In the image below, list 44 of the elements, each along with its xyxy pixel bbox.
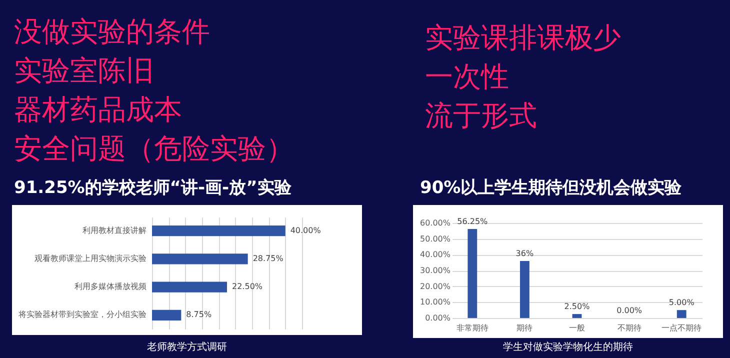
data-label: 56.25% [457,216,488,226]
text: 器材药品成本 [14,92,183,128]
bar [520,261,530,318]
text: 一次性 [425,59,510,95]
chart-title: 90%以上学生期待但没机会做实验 [420,177,682,199]
y-tick-label: 20.00% [420,282,451,291]
x-tick-label: 非常期待 [456,324,488,332]
text: 实验室陈旧 [14,53,155,89]
data-label: 36% [516,249,534,258]
y-tick-label: 将实验器材带到实验室，分小组实验 [18,310,146,320]
text: 流于形式 [425,98,538,134]
bar [468,228,478,318]
y-tick-label: 40.00% [420,250,451,260]
x-tick-label: 期待 [516,324,533,332]
y-tick-label: 50.00% [420,234,451,244]
data-label: 2.50% [564,302,590,312]
y-tick-label: 观看教师课堂上用实物演示实验 [34,254,146,263]
x-tick-label: 一点不期待 [662,324,702,332]
data-label: 8.75% [186,310,212,320]
data-label: 40.00% [290,226,322,235]
bar [152,254,248,264]
text: 老师教学方式调研 [146,340,228,354]
bar [152,310,182,321]
y-tick-label: 10.00% [420,298,451,307]
chart-title: 91.25%的学校老师“讲-画-放”实验 [14,177,292,199]
y-tick-label: 0.00% [425,314,451,322]
data-label: 22.50% [232,282,263,292]
y-tick-label: 30.00% [420,266,451,275]
x-tick-label: 一般 [569,324,585,332]
text: 没做实验的条件 [14,14,211,50]
bar [152,282,227,292]
data-label: 0.00% [616,306,642,315]
y-tick-label: 利用多媒体播放视频 [74,282,146,292]
text: 安全问题（危险实验） [14,131,294,167]
bar [676,310,686,318]
y-tick-label: 利用教材直接讲解 [82,226,146,235]
x-tick-label: 不期待 [617,324,642,332]
data-label: 28.75% [252,254,284,263]
text: 实验课排课极少 [425,20,621,56]
data-label: 5.00% [668,298,695,308]
bar [152,225,286,236]
y-tick-label: 60.00% [420,218,451,228]
text: 学生对做实验学物化生的期待 [502,340,634,354]
bar [572,314,582,318]
